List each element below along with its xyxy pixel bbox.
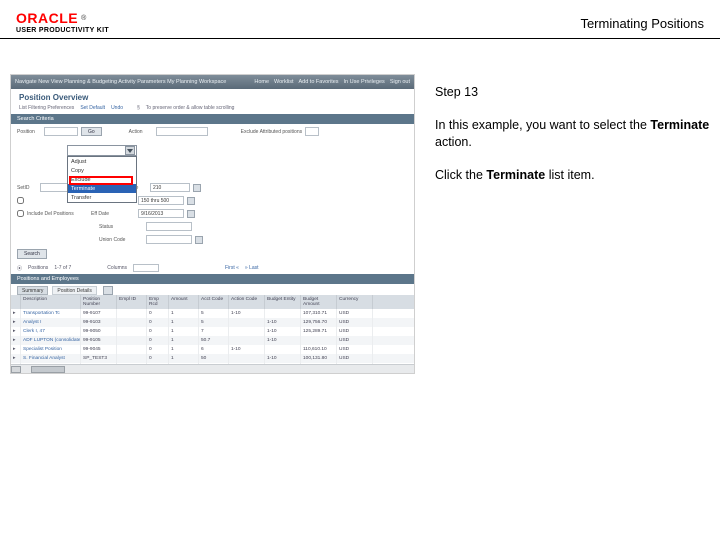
- status-label: Status: [99, 224, 143, 230]
- action-dropdown-list[interactable]: Adjust Copy Exclude Terminate Transfer: [67, 156, 137, 203]
- set-default-link[interactable]: Set Default: [80, 105, 105, 111]
- nav-signout[interactable]: Sign out: [390, 79, 410, 85]
- scroll-thumb[interactable]: [31, 366, 65, 373]
- search-criteria-header: Search Criteria: [11, 114, 414, 124]
- grid-section-header: Positions and Employees: [11, 274, 414, 284]
- page-title: Position Overview: [11, 89, 414, 104]
- pager-pos-label: Positions: [28, 265, 48, 271]
- horizontal-scrollbar[interactable]: [11, 364, 414, 373]
- nav-favorites[interactable]: Add to Favorites: [298, 79, 338, 85]
- include-checkbox[interactable]: [17, 197, 24, 204]
- table-row[interactable]: ▸Transportation Tc99-91070151-10107,310.…: [11, 309, 414, 318]
- nav-privileges[interactable]: In Use Privileges: [344, 79, 385, 85]
- instruction-line-2: Click the Terminate list item.: [435, 167, 710, 184]
- scroll-left-button[interactable]: [11, 366, 21, 373]
- action-field[interactable]: [156, 127, 208, 136]
- position-field[interactable]: [44, 127, 78, 136]
- step-label: Step 13: [435, 84, 710, 101]
- pager-last[interactable]: » Last: [245, 265, 259, 271]
- setid-label: SetID: [17, 185, 37, 191]
- grid-header-row: Description Position Number Empl ID Emp …: [11, 295, 414, 309]
- chevron-down-icon[interactable]: [125, 146, 135, 155]
- dd-adjust[interactable]: Adjust: [68, 157, 136, 166]
- oracle-logo: ORACLE: [16, 10, 78, 26]
- filter-pref-label: List Filtering Preferences: [19, 105, 74, 111]
- exclude-attr-label: Exclude Attributed positions: [241, 129, 302, 135]
- union-label: Union Code: [99, 237, 143, 243]
- exclude-attr-field[interactable]: [305, 127, 319, 136]
- nav-home[interactable]: Home: [254, 79, 269, 85]
- include-del-checkbox[interactable]: [17, 210, 24, 217]
- position-label: Position: [17, 129, 41, 135]
- doc-title: Terminating Positions: [580, 10, 704, 31]
- product-subtitle: USER PRODUCTIVITY KIT: [16, 27, 109, 34]
- pager-cols-field[interactable]: [133, 264, 159, 272]
- action-label: Action: [129, 129, 153, 135]
- instruction-panel: Step 13 In this example, you want to sel…: [435, 74, 710, 374]
- dd-terminate[interactable]: Terminate: [68, 184, 136, 193]
- effdate-label: Eff Date: [91, 211, 135, 217]
- go-button[interactable]: Go: [81, 127, 102, 136]
- table-row[interactable]: ▸Clerk I, 4799-90500171-10125,289.71USD: [11, 327, 414, 336]
- pager-range: 1-7 of 7: [54, 265, 71, 271]
- table-row[interactable]: ▸Analyst I99-91030151-10129,756.70USD: [11, 318, 414, 327]
- calendar-icon[interactable]: [187, 210, 195, 218]
- undo-link[interactable]: Undo: [111, 105, 123, 111]
- union-field[interactable]: [146, 235, 192, 244]
- table-row[interactable]: ▸S. Financial AnalystSP_TEST301501-10100…: [11, 354, 414, 363]
- filter-hint: To preserve order & allow table scrollin…: [146, 105, 235, 111]
- pager: ⦿ Positions 1-7 of 7 Columns First « » L…: [11, 262, 414, 274]
- trademark: ®: [81, 15, 86, 22]
- nav-left: Navigate New View Planning & Budgeting A…: [15, 79, 226, 85]
- nav-right: Home Worklist Add to Favorites In Use Pr…: [254, 79, 410, 85]
- brand-block: ORACLE ® USER PRODUCTIVITY KIT: [16, 10, 109, 34]
- position-nbr-field[interactable]: 150 thru 500: [138, 196, 184, 205]
- dd-transfer[interactable]: Transfer: [68, 193, 136, 202]
- dd-exclude[interactable]: Exclude: [68, 175, 136, 184]
- effdate-field[interactable]: 9/16/2013: [138, 209, 184, 218]
- details-tab[interactable]: Position Details: [52, 286, 96, 295]
- table-row[interactable]: ▸ADF LUPTON (consolidated)99-91050150.71…: [11, 336, 414, 345]
- lookup-icon[interactable]: [195, 236, 203, 244]
- jobcode-field[interactable]: 210: [150, 183, 190, 192]
- action-dropdown[interactable]: Adjust Copy Exclude Terminate Transfer: [67, 145, 137, 203]
- app-navbar: Navigate New View Planning & Budgeting A…: [11, 75, 414, 89]
- table-row[interactable]: ▸Specialist Position99-90450161-10110,61…: [11, 345, 414, 354]
- lookup-icon[interactable]: [193, 184, 201, 192]
- app-screenshot: Navigate New View Planning & Budgeting A…: [10, 74, 415, 374]
- instruction-line-1: In this example, you want to select the …: [435, 117, 710, 151]
- lookup-icon[interactable]: [187, 197, 195, 205]
- nav-worklist[interactable]: Worklist: [274, 79, 293, 85]
- pager-first[interactable]: First «: [225, 265, 239, 271]
- pager-cols-label: Columns: [107, 265, 127, 271]
- header-divider: [0, 38, 720, 39]
- include-del-label: Include Del Positions: [27, 211, 83, 217]
- status-field[interactable]: [146, 222, 192, 231]
- search-button[interactable]: Search: [17, 249, 47, 259]
- dd-copy[interactable]: Copy: [68, 166, 136, 175]
- summary-tab[interactable]: Summary: [17, 286, 48, 295]
- expand-tab-icon[interactable]: [103, 286, 113, 295]
